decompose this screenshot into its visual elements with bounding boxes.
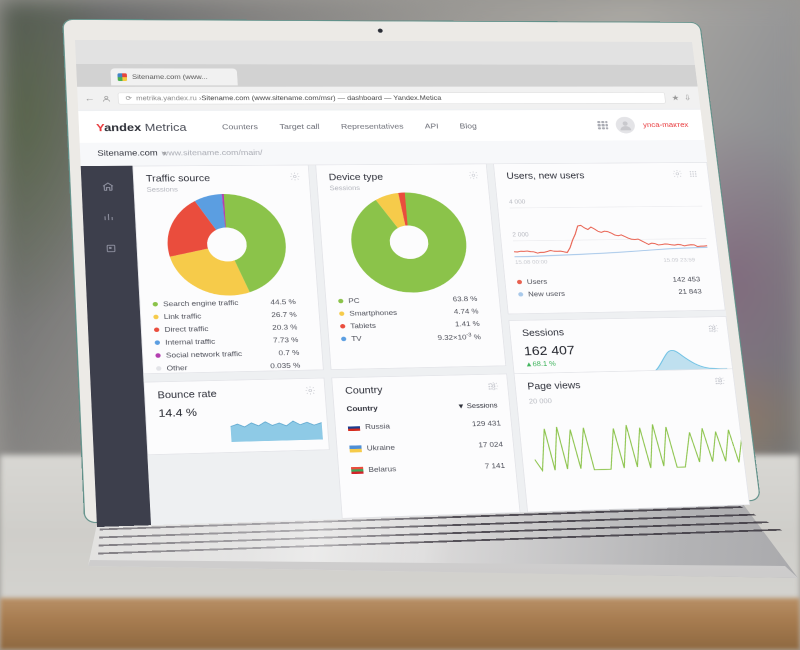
svg-text:15.08 00:00: 15.08 00:00 [515, 260, 549, 266]
svg-text:2 000: 2 000 [512, 232, 530, 239]
svg-text:4 000: 4 000 [509, 199, 526, 206]
svg-text:15.09 23:59: 15.09 23:59 [663, 258, 695, 264]
